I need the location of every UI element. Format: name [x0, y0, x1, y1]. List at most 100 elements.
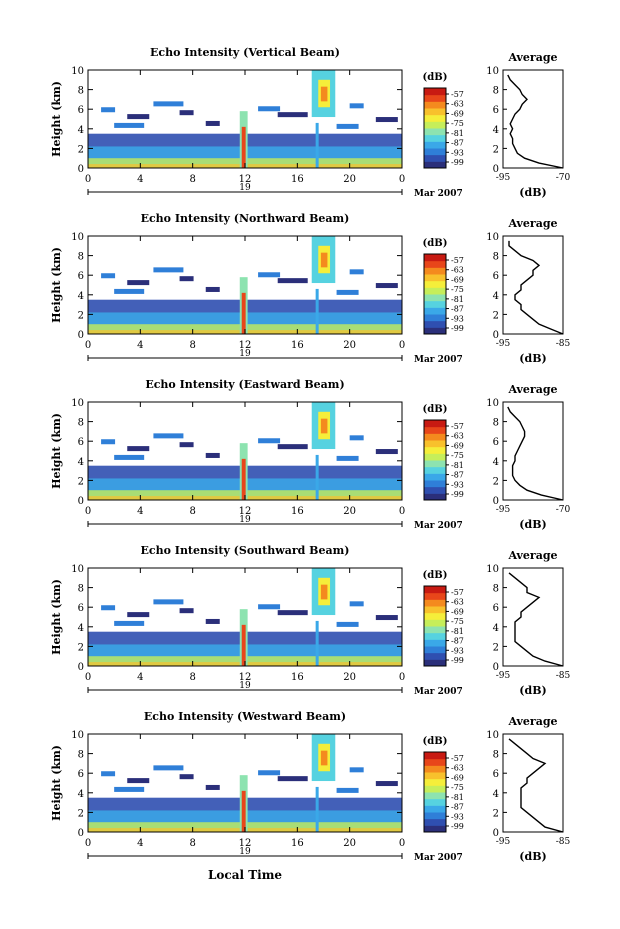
colorbar-tick-label: -57	[451, 256, 464, 265]
echo-patch	[179, 442, 194, 448]
y-axis-label: Height (km)	[50, 579, 63, 655]
profile-y-tick-label: 4	[493, 125, 499, 136]
colorbar-segment	[424, 121, 446, 129]
profile-y-tick-label: 2	[493, 476, 499, 487]
colorbar-segment	[424, 460, 446, 468]
y-tick-label: 6	[78, 603, 84, 614]
y-tick-label: 0	[78, 330, 84, 341]
colorbar-segment	[424, 586, 446, 594]
x-tick-label: 0	[399, 672, 405, 683]
echo-patch	[179, 608, 194, 614]
profile-title: Average	[507, 549, 557, 562]
panel-0: Echo Intensity (Vertical Beam) 0 2 4 6 8 10 Hei…	[50, 46, 571, 199]
profile-y-tick-label: 8	[493, 418, 499, 429]
profile-y-tick-label: 0	[493, 330, 499, 341]
echo-patch	[336, 621, 359, 627]
echo-patch	[101, 439, 116, 445]
heatmap-field	[88, 734, 402, 832]
echo-patch	[127, 612, 150, 618]
echo-patch	[375, 781, 398, 787]
colorbar-segment	[424, 626, 446, 634]
colorbar-segment	[424, 300, 446, 308]
colorbar-segment	[424, 752, 446, 760]
echo-anvil-peak	[320, 750, 328, 766]
profile-xlabel: (dB)	[519, 518, 546, 531]
colorbar-segment	[424, 446, 446, 454]
profile-y-tick-label: 4	[493, 623, 499, 634]
date-marker: 19	[239, 349, 251, 359]
colorbar-segment	[424, 639, 446, 647]
profile-x-tick-label: -70	[556, 505, 571, 515]
x-axis-label: Local Time	[208, 868, 282, 882]
panel-3: Echo Intensity (Southward Beam) 0 2 4 6 8 10 He…	[50, 544, 571, 697]
echo-patch	[179, 110, 194, 116]
profile-y-tick-label: 6	[493, 769, 499, 780]
y-axis-label: Height (km)	[50, 247, 63, 323]
colorbar-tick-label: -63	[451, 598, 464, 607]
x-tick-label: 8	[189, 838, 195, 849]
profile-x-tick-label: -85	[556, 671, 571, 681]
echo-patch	[114, 620, 145, 626]
colorbar-tick-label: -63	[451, 432, 464, 441]
y-tick-label: 10	[71, 730, 84, 741]
echo-patch	[375, 117, 398, 123]
profile-y-tick-label: 10	[486, 232, 499, 243]
colorbar-tick-label: -69	[451, 275, 464, 284]
colorbar-tick-label: -57	[451, 588, 464, 597]
echo-patch	[114, 288, 145, 294]
colorbar-segment	[424, 101, 446, 109]
y-tick-label: 4	[78, 125, 84, 136]
x-tick-label: 8	[189, 506, 195, 517]
profile-x-tick-label: -95	[496, 671, 511, 681]
y-tick-label: 6	[78, 105, 84, 116]
y-axis-label: Height (km)	[50, 745, 63, 821]
x-tick-label: 16	[291, 340, 304, 351]
x-tick-label: 20	[343, 838, 356, 849]
colorbar-segment	[424, 274, 446, 282]
colorbar-segment	[424, 772, 446, 780]
colorbar-tick-label: -63	[451, 266, 464, 275]
x-tick-label: 20	[343, 340, 356, 351]
profile-y-tick-label: 6	[493, 271, 499, 282]
echo-patch	[153, 267, 184, 273]
profile-x-tick-label: -95	[496, 837, 511, 847]
colorbar-segment	[424, 114, 446, 122]
echo-column-2	[315, 620, 319, 666]
y-tick-label: 10	[71, 564, 84, 575]
x-tick-label: 0	[85, 838, 91, 849]
echo-patch	[277, 610, 308, 616]
date-label: Mar 2007	[414, 521, 463, 531]
colorbar-tick-label: -87	[451, 139, 464, 148]
colorbar-tick-label: -99	[451, 822, 464, 831]
y-tick-label: 2	[78, 808, 84, 819]
colorbar-tick-label: -87	[451, 637, 464, 646]
profile-y-tick-label: 10	[486, 730, 499, 741]
colorbar-unit: (dB)	[423, 238, 448, 249]
x-tick-label: 4	[137, 838, 143, 849]
profile-xlabel: (dB)	[519, 352, 546, 365]
echo-patch	[277, 776, 308, 782]
colorbar-tick-label: -75	[451, 617, 464, 626]
profile-y-tick-label: 8	[493, 750, 499, 761]
date-marker: 19	[239, 847, 251, 857]
colorbar-tick-label: -63	[451, 764, 464, 773]
date-label: Mar 2007	[414, 355, 463, 365]
echo-patch	[349, 435, 364, 441]
y-tick-label: 4	[78, 623, 84, 634]
profile-y-tick-label: 4	[493, 789, 499, 800]
profile-y-tick-label: 0	[493, 662, 499, 673]
colorbar-tick-label: -99	[451, 656, 464, 665]
echo-patch	[349, 767, 364, 773]
colorbar-tick-label: -81	[451, 295, 464, 304]
colorbar-segment	[424, 612, 446, 620]
echo-patch	[179, 276, 194, 282]
echo-column-core	[241, 292, 246, 334]
colorbar-segment	[424, 254, 446, 262]
heatmap-field	[88, 236, 402, 334]
x-tick-label: 0	[85, 340, 91, 351]
colorbar-segment	[424, 154, 446, 162]
x-tick-label: 0	[399, 838, 405, 849]
profile-y-tick-label: 0	[493, 496, 499, 507]
colorbar-segment	[424, 128, 446, 136]
colorbar-segment	[424, 659, 446, 667]
